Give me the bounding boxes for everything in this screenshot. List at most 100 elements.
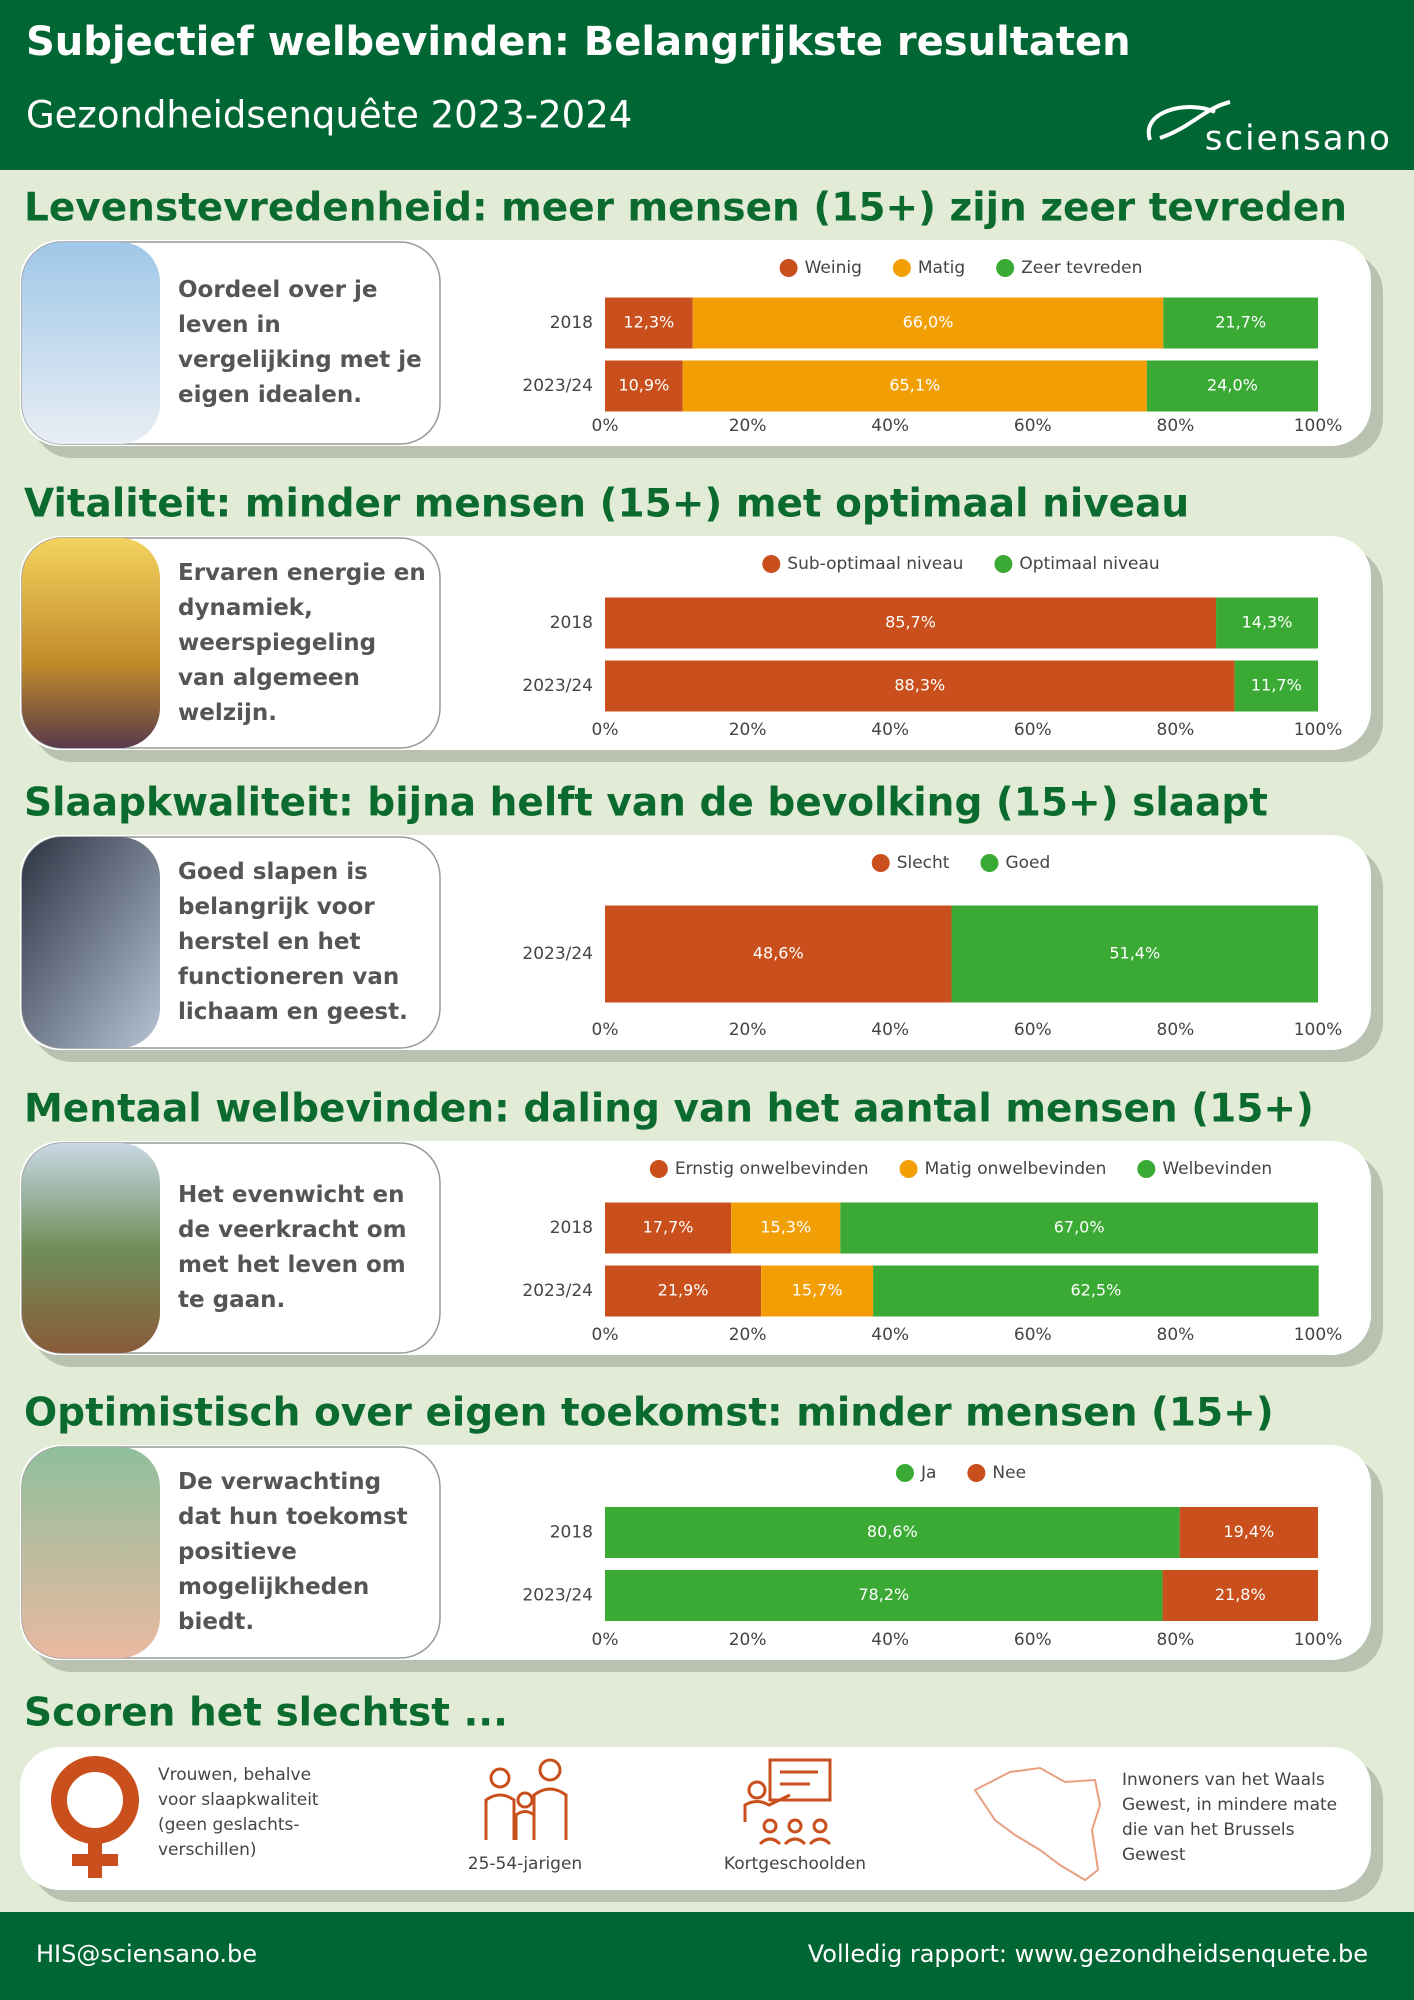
value-label: 88,3% xyxy=(894,676,945,695)
legend-label: Ernstig onwelbevinden xyxy=(675,1159,869,1179)
worst-title: Scoren het slechtst ... xyxy=(24,1691,508,1736)
footer-report: Volledig rapport: www.gezondheidsenquete… xyxy=(808,1940,1368,1968)
legend-swatch xyxy=(967,1464,986,1482)
bar-segment xyxy=(605,297,693,349)
bar-segment xyxy=(731,1202,841,1254)
legend-swatch xyxy=(996,259,1015,277)
legend-swatch xyxy=(779,259,798,277)
section-title: Slaapkwaliteit: bijna helft van de bevol… xyxy=(24,781,1268,826)
section-title: Vitaliteit: minder mensen (15+) met opti… xyxy=(24,482,1189,527)
x-tick-label: 60% xyxy=(1014,720,1052,740)
value-label: 15,3% xyxy=(760,1218,811,1237)
x-tick-label: 20% xyxy=(729,1630,767,1650)
worst-item: Kortgeschoolden xyxy=(723,1854,867,1874)
x-tick-label: 40% xyxy=(871,1020,909,1040)
logo: sciensano xyxy=(1205,119,1392,159)
value-label: 10,9% xyxy=(618,376,669,395)
category-label: 2018 xyxy=(550,1523,593,1543)
value-label: 12,3% xyxy=(623,313,674,332)
bar-segment xyxy=(1179,1507,1318,1558)
legend-label: Matig xyxy=(918,258,965,278)
x-tick-label: 40% xyxy=(871,1325,909,1345)
value-label: 62,5% xyxy=(1070,1281,1121,1300)
legend-swatch xyxy=(1137,1160,1156,1178)
bar-segment xyxy=(1162,1570,1318,1621)
legend-swatch xyxy=(649,1160,668,1178)
description: Goed slapen is belangrijk voor herstel e… xyxy=(178,859,408,1025)
value-label: 24,0% xyxy=(1207,376,1258,395)
card xyxy=(20,1747,1371,1890)
page-subtitle: Gezondheidsenquête 2023-2024 xyxy=(26,94,632,137)
bar-segment xyxy=(951,905,1318,1003)
value-label: 15,7% xyxy=(792,1281,843,1300)
x-tick-label: 0% xyxy=(592,416,619,436)
value-label: 48,6% xyxy=(753,944,804,963)
value-label: 21,7% xyxy=(1215,313,1266,332)
legend-swatch xyxy=(762,555,781,573)
value-label: 66,0% xyxy=(903,313,954,332)
category-label: 2018 xyxy=(550,1218,593,1238)
photo xyxy=(22,1447,160,1658)
bar-segment xyxy=(605,905,952,1003)
legend-label: Weinig xyxy=(805,258,862,278)
legend-swatch xyxy=(980,854,999,872)
x-tick-label: 60% xyxy=(1014,416,1052,436)
photo xyxy=(22,538,160,748)
legend-swatch xyxy=(994,555,1013,573)
legend: Slecht Goed xyxy=(871,853,1050,873)
bar-segment xyxy=(1146,360,1318,412)
value-label: 51,4% xyxy=(1109,944,1160,963)
legend: Sub-optimaal niveau Optimaal niveau xyxy=(762,554,1160,574)
legend-swatch xyxy=(899,1160,918,1178)
family-icon xyxy=(484,1758,568,1840)
legend-label: Optimaal niveau xyxy=(1019,554,1159,574)
x-tick-label: 40% xyxy=(871,416,909,436)
bar-segment xyxy=(840,1202,1318,1254)
legend-label: Sub-optimaal niveau xyxy=(787,554,963,574)
legend-label: Goed xyxy=(1005,853,1050,873)
bar-segment xyxy=(1163,297,1318,349)
x-tick-label: 20% xyxy=(729,720,767,740)
description: Oordeel over je leven in vergelijking me… xyxy=(178,277,422,408)
bar-segment xyxy=(682,360,1147,412)
footer-email: HIS@sciensano.be xyxy=(36,1940,257,1968)
category-label: 2023/24 xyxy=(522,944,593,964)
legend: Ja Nee xyxy=(895,1463,1026,1483)
legend-label: Slecht xyxy=(897,853,950,873)
category-label: 2023/24 xyxy=(522,1281,593,1301)
x-tick-label: 20% xyxy=(729,416,767,436)
legend-swatch xyxy=(895,1464,914,1482)
worst-item: Vrouwen, behalve voor slaapkwaliteit (ge… xyxy=(158,1765,319,1860)
bar-segment xyxy=(873,1265,1319,1317)
category-label: 2023/24 xyxy=(522,676,593,696)
legend-label: Matig onwelbevinden xyxy=(925,1159,1107,1179)
bar-segment xyxy=(761,1265,874,1317)
x-tick-label: 20% xyxy=(729,1325,767,1345)
x-tick-label: 0% xyxy=(592,1630,619,1650)
x-tick-label: 100% xyxy=(1294,1020,1343,1040)
category-label: 2023/24 xyxy=(522,376,593,396)
bar-segment xyxy=(1216,597,1318,649)
value-label: 19,4% xyxy=(1223,1522,1274,1541)
legend: Ernstig onwelbevinden Matig onwelbevinden… xyxy=(649,1159,1272,1179)
bar-segment xyxy=(605,1570,1163,1621)
value-label: 11,7% xyxy=(1251,676,1302,695)
x-tick-label: 60% xyxy=(1014,1020,1052,1040)
footer-band xyxy=(0,1912,1414,2000)
legend-swatch xyxy=(892,259,911,277)
female-icon xyxy=(51,1756,139,1878)
legend: Weinig Matig Zeer tevreden xyxy=(779,258,1142,278)
legend-swatch xyxy=(871,854,890,872)
section-title: Mentaal welbevinden: daling van het aant… xyxy=(24,1087,1314,1132)
x-tick-label: 60% xyxy=(1014,1325,1052,1345)
value-label: 17,7% xyxy=(643,1218,694,1237)
bar-segment xyxy=(605,597,1217,649)
category-label: 2018 xyxy=(550,313,593,333)
bar-segment xyxy=(605,1265,762,1317)
x-tick-label: 0% xyxy=(592,1325,619,1345)
x-tick-label: 80% xyxy=(1157,1630,1195,1650)
x-tick-label: 20% xyxy=(729,1020,767,1040)
x-tick-label: 100% xyxy=(1294,720,1343,740)
x-tick-label: 40% xyxy=(871,1630,909,1650)
